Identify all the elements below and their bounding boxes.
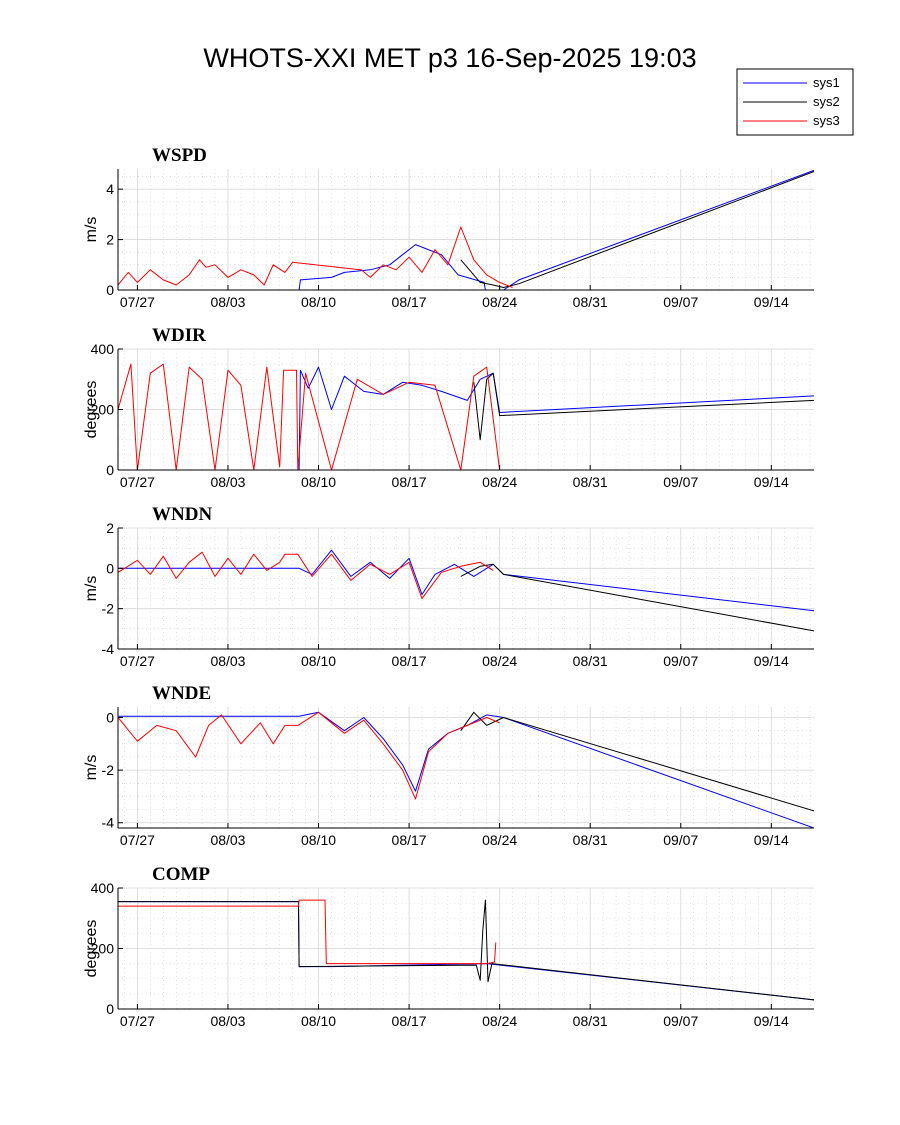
x-tick-label: 09/07 [663, 474, 698, 490]
series-group [118, 549, 814, 632]
x-tick-label: 08/03 [210, 653, 245, 669]
x-tick-label: 08/31 [573, 1013, 608, 1029]
panel-title: COMP [152, 864, 210, 885]
panel-wnde: -4 -2 0 07/27 08/03 08/10 08/17 08/24 08/31 09/07… [83, 683, 814, 848]
panel-title: WSPD [152, 145, 207, 166]
figure-title: WHOTS-XXI MET p3 16-Sep-2025 19:03 [203, 43, 696, 73]
series-line-sys3 [118, 226, 513, 288]
y-tick-label: -4 [102, 815, 115, 831]
y-tick-label: 2 [106, 520, 114, 536]
x-tick-label: 08/31 [573, 653, 608, 669]
x-tick-label: 08/24 [482, 653, 517, 669]
y-tick-label: 400 [91, 341, 115, 357]
x-tick-label: 08/17 [392, 474, 427, 490]
x-tick-label: 08/10 [301, 294, 336, 310]
chart-panels: 0 2 4 07/27 08/03 08/10 08/17 08/24 08/31 09/07 09… [83, 145, 814, 1029]
y-tick-label: -2 [102, 762, 115, 778]
x-tick-label: 08/10 [301, 832, 336, 848]
x-tick-label: 07/27 [120, 1013, 155, 1029]
panel-title: WNDE [152, 683, 211, 704]
y-tick-label: 0 [106, 560, 114, 576]
y-tick-label: 400 [91, 880, 115, 896]
x-tick-label: 08/03 [210, 832, 245, 848]
y-tick-label: 4 [106, 181, 114, 197]
panel-wdir: 0 200 400 07/27 08/03 08/10 08/17 08/24 08/31 09/… [83, 325, 814, 490]
y-tick-label: -2 [102, 601, 115, 617]
x-tick-label: 08/17 [392, 294, 427, 310]
y-axis-label: m/s [83, 576, 100, 602]
series-group [118, 169, 814, 290]
x-tick-label: 08/24 [482, 1013, 517, 1029]
x-tick-label: 07/27 [120, 653, 155, 669]
x-tick-label: 09/07 [663, 832, 698, 848]
panel-title: WNDN [152, 504, 212, 525]
x-tick-label: 09/14 [754, 294, 789, 310]
x-tick-label: 08/31 [573, 832, 608, 848]
grid [118, 169, 814, 291]
x-tick-label: 09/07 [663, 653, 698, 669]
series-line-sys2 [460, 171, 814, 288]
series-line-sys1 [118, 169, 814, 290]
series-line-sys3 [118, 899, 497, 965]
x-tick-label: 08/10 [301, 653, 336, 669]
legend: sys1 sys2 sys3 [736, 68, 854, 136]
grid [118, 707, 814, 828]
y-tick-label: 0 [106, 710, 114, 726]
y-tick-label: 0 [106, 282, 114, 298]
y-tick-label: 200 [91, 941, 115, 957]
series-line-sys1 [118, 549, 814, 612]
series-line-sys2 [118, 899, 814, 1001]
x-tick-label: 07/27 [120, 294, 155, 310]
x-tick-label: 08/03 [210, 294, 245, 310]
series-group [118, 711, 814, 828]
series-line-sys2 [460, 711, 814, 812]
series-group [118, 363, 814, 470]
panel-wspd: 0 2 4 07/27 08/03 08/10 08/17 08/24 08/31 09/07 09… [83, 145, 814, 310]
x-tick-label: 08/17 [392, 653, 427, 669]
series-line-sys2 [460, 563, 814, 632]
x-tick-label: 08/10 [301, 1013, 336, 1029]
y-tick-label: 200 [91, 402, 115, 418]
legend-label-sys3: sys3 [813, 113, 840, 128]
y-tick-label: 0 [106, 462, 114, 478]
x-tick-label: 08/24 [482, 474, 517, 490]
panel-comp: 0 200 400 07/27 08/03 08/10 08/17 08/24 08/31 09/… [83, 864, 814, 1029]
x-tick-label: 09/14 [754, 1013, 789, 1029]
x-tick-label: 08/03 [210, 474, 245, 490]
x-tick-label: 09/14 [754, 474, 789, 490]
y-axis-label: m/s [83, 217, 100, 243]
x-tick-label: 08/24 [482, 294, 517, 310]
series-line-sys3 [118, 551, 494, 600]
x-tick-label: 08/31 [573, 294, 608, 310]
legend-label-sys1: sys1 [813, 75, 840, 90]
x-tick-label: 09/14 [754, 832, 789, 848]
plot-area [118, 707, 814, 828]
legend-label-sys2: sys2 [813, 94, 840, 109]
y-tick-label: -4 [102, 641, 115, 657]
x-tick-label: 08/17 [392, 832, 427, 848]
x-tick-label: 09/07 [663, 1013, 698, 1029]
y-tick-label: 0 [106, 1001, 114, 1017]
panel-title: WDIR [152, 325, 206, 346]
x-tick-label: 09/14 [754, 653, 789, 669]
series-line-sys3 [118, 711, 500, 800]
y-axis-label: degrees [83, 381, 100, 439]
x-tick-label: 09/07 [663, 294, 698, 310]
x-tick-label: 08/03 [210, 1013, 245, 1029]
x-tick-label: 08/31 [573, 474, 608, 490]
series-group [118, 899, 814, 1001]
y-axis-label: degrees [83, 920, 100, 978]
y-axis-label: m/s [83, 755, 100, 781]
x-tick-label: 07/27 [120, 474, 155, 490]
series-line-sys2 [473, 372, 814, 441]
panel-wndn: -4 -2 0 2 07/27 08/03 08/10 08/17 08/24 08/31 09/0… [83, 504, 814, 669]
x-tick-label: 08/10 [301, 474, 336, 490]
y-tick-label: 2 [106, 232, 114, 248]
x-tick-label: 08/24 [482, 832, 517, 848]
x-tick-label: 08/17 [392, 1013, 427, 1029]
x-tick-label: 07/27 [120, 832, 155, 848]
grid [118, 887, 814, 1010]
series-line-sys3 [118, 363, 501, 470]
